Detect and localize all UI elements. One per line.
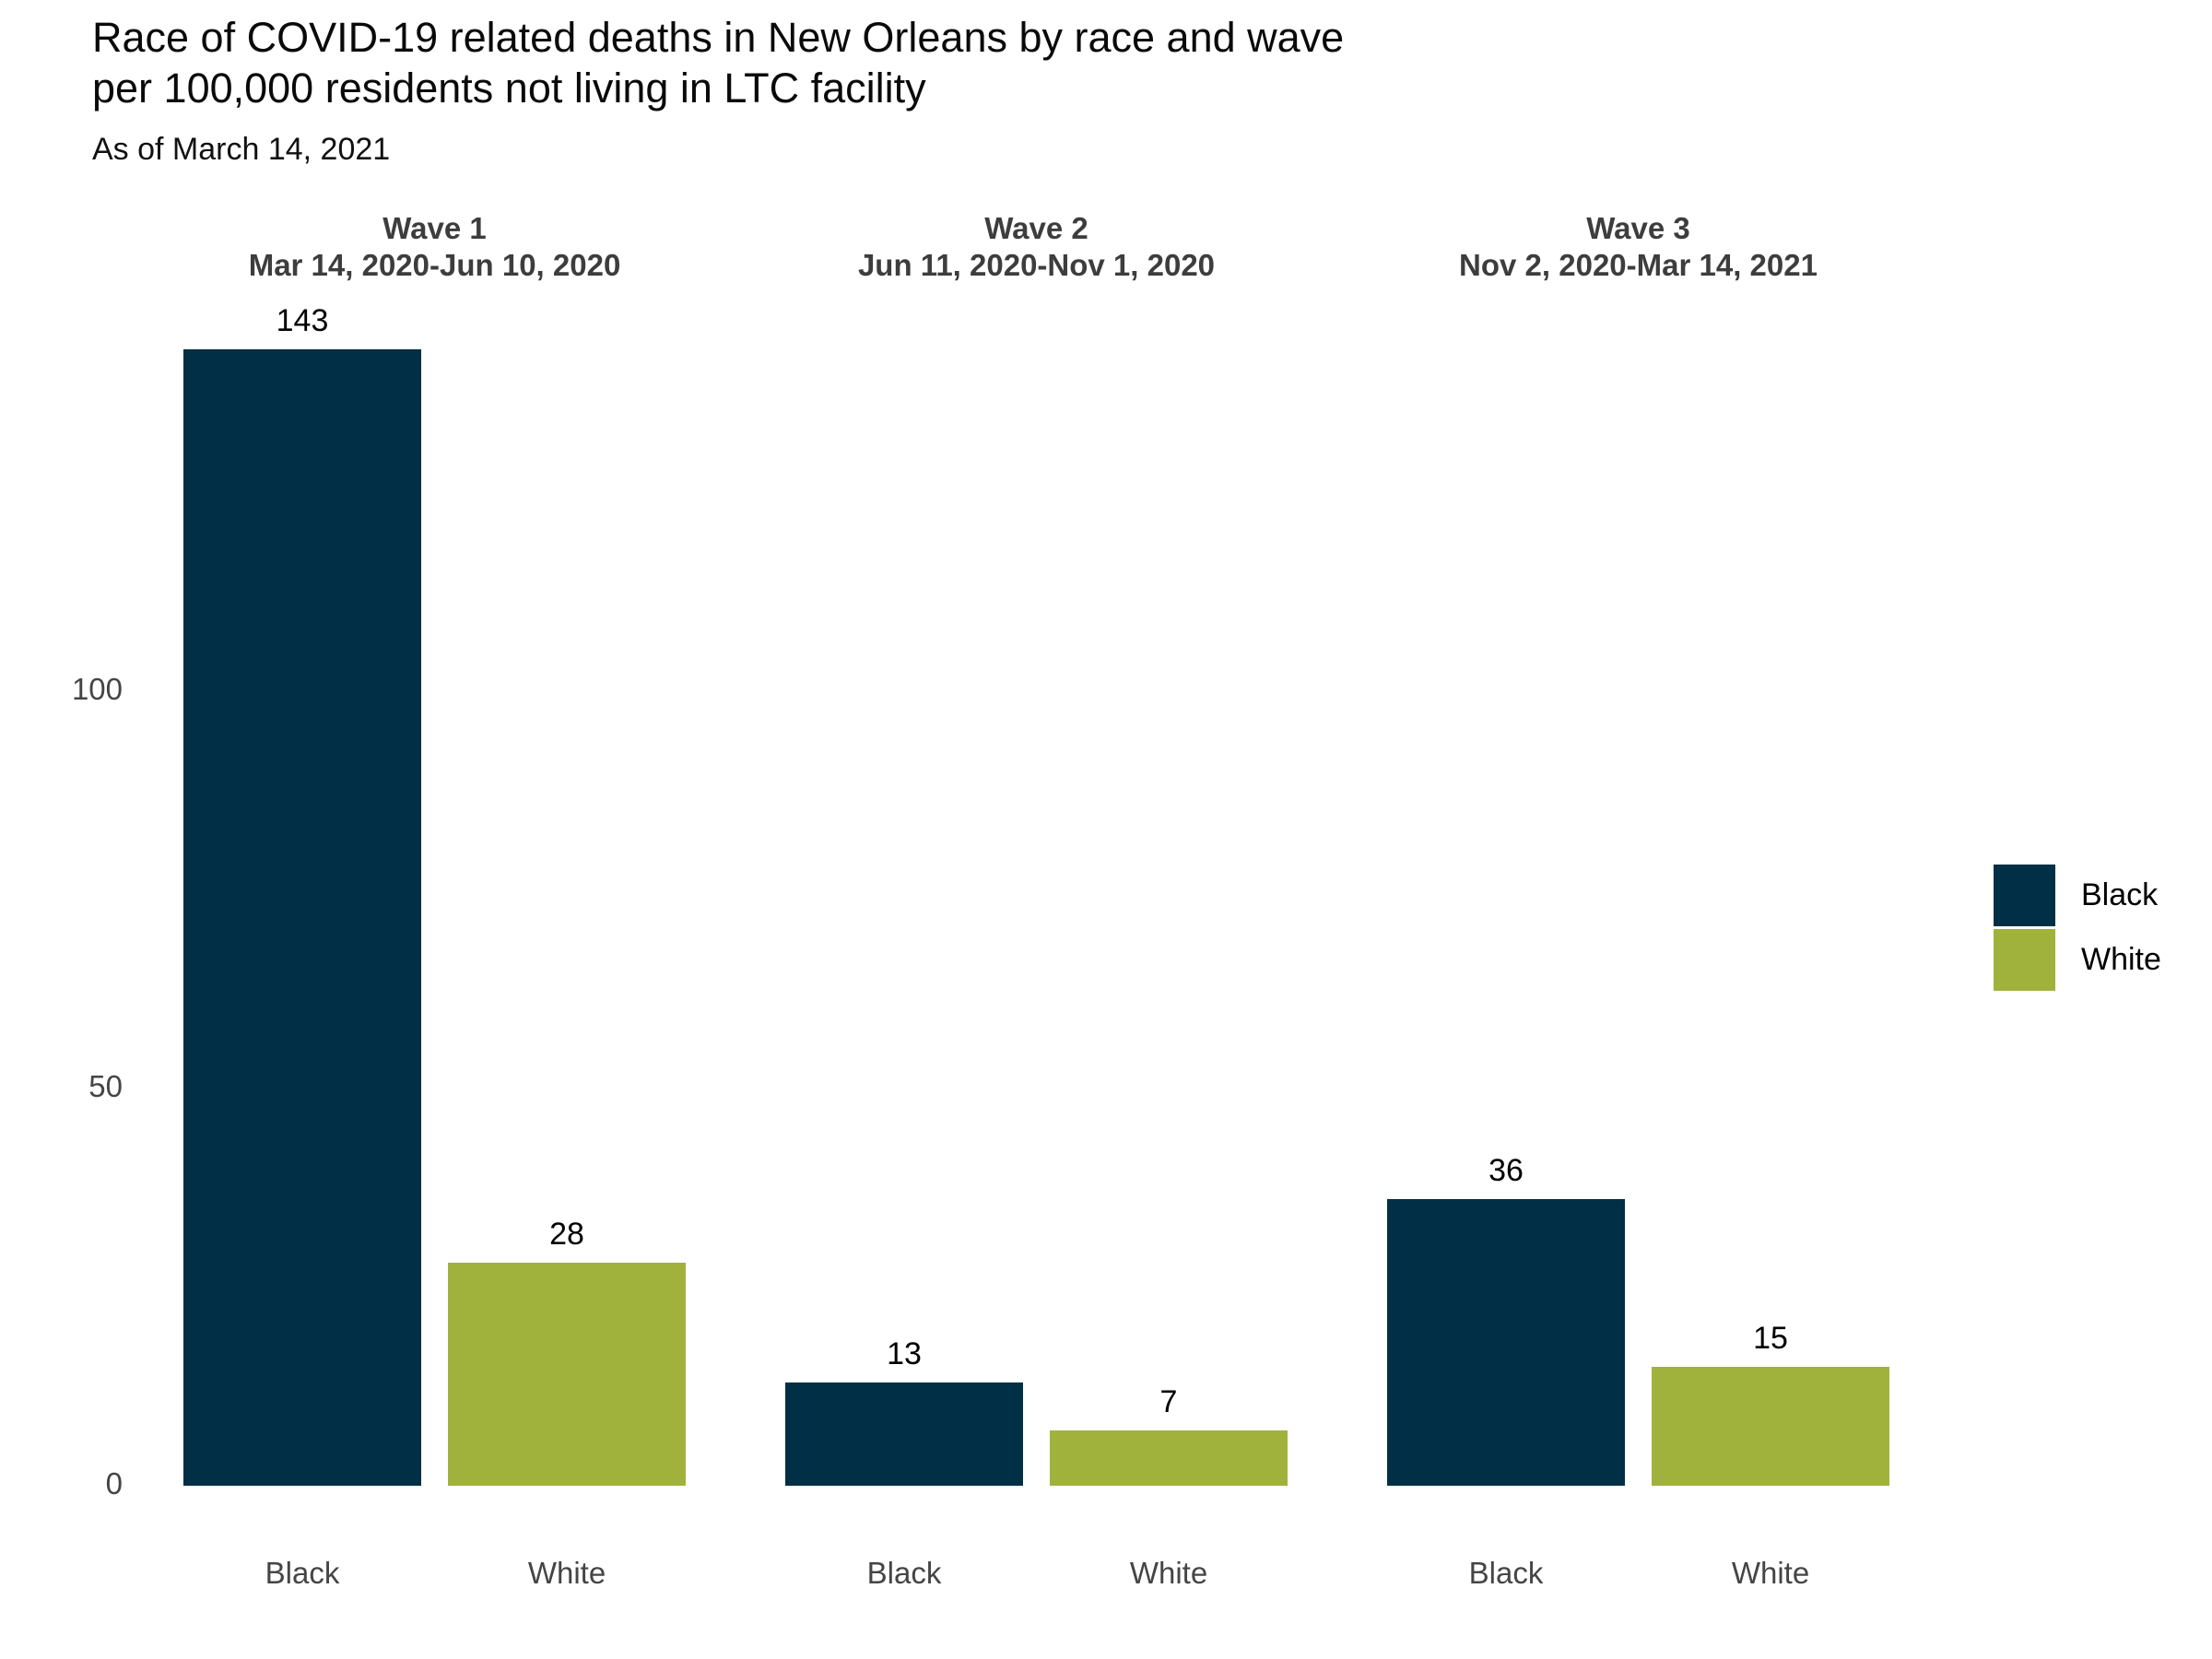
legend-swatch-black (1994, 865, 2055, 926)
value-label-wave3-white: 15 (1753, 1321, 1788, 1356)
legend-label-black: Black (2081, 877, 2159, 912)
bar-wave3-white (1652, 1367, 1889, 1486)
wave3-header-dates: Nov 2, 2020-Mar 14, 2021 (1459, 248, 1818, 282)
value-label-wave1-white: 28 (549, 1217, 584, 1252)
y-axis-tick-0: 0 (105, 1466, 123, 1500)
wave1-header: Wave 1 Mar 14, 2020-Jun 10, 2020 (112, 210, 758, 284)
value-label-wave1-black: 143 (276, 303, 329, 338)
wave3-header: Wave 3 Nov 2, 2020-Mar 14, 2021 (1316, 210, 1961, 284)
category-label-wave3-white: White (1731, 1556, 1810, 1590)
bar-wave1-black (183, 349, 421, 1486)
value-label-wave2-white: 7 (1159, 1384, 1178, 1419)
category-label-wave1-white: White (527, 1556, 606, 1590)
bar-wave2-white (1050, 1430, 1288, 1486)
wave2-header: Wave 2 Jun 11, 2020-Nov 1, 2020 (714, 210, 1359, 284)
bar-wave3-black (1387, 1199, 1625, 1486)
wave1-header-dates: Mar 14, 2020-Jun 10, 2020 (248, 248, 621, 282)
bar-wave1-white (448, 1263, 686, 1486)
wave2-header-dates: Jun 11, 2020-Nov 1, 2020 (857, 248, 1216, 282)
value-label-wave3-black: 36 (1488, 1153, 1524, 1188)
bar-wave2-black (785, 1382, 1023, 1486)
chart-title: Race of COVID-19 related deaths in New O… (92, 14, 1345, 112)
wave2-header-title: Wave 2 (984, 211, 1088, 245)
category-label-wave2-black: Black (866, 1556, 942, 1590)
chart-subtitle: As of March 14, 2021 (92, 132, 391, 167)
category-label-wave3-black: Black (1468, 1556, 1544, 1590)
y-axis-tick-50: 50 (88, 1068, 123, 1103)
wave3-header-title: Wave 3 (1586, 211, 1690, 245)
category-label-wave1-black: Black (265, 1556, 340, 1590)
y-axis-tick-100: 100 (71, 671, 123, 706)
wave1-header-title: Wave 1 (382, 211, 487, 245)
legend-swatch-white (1994, 929, 2055, 991)
category-label-wave2-white: White (1129, 1556, 1208, 1590)
value-label-wave2-black: 13 (887, 1336, 922, 1371)
legend-label-white: White (2081, 942, 2161, 977)
